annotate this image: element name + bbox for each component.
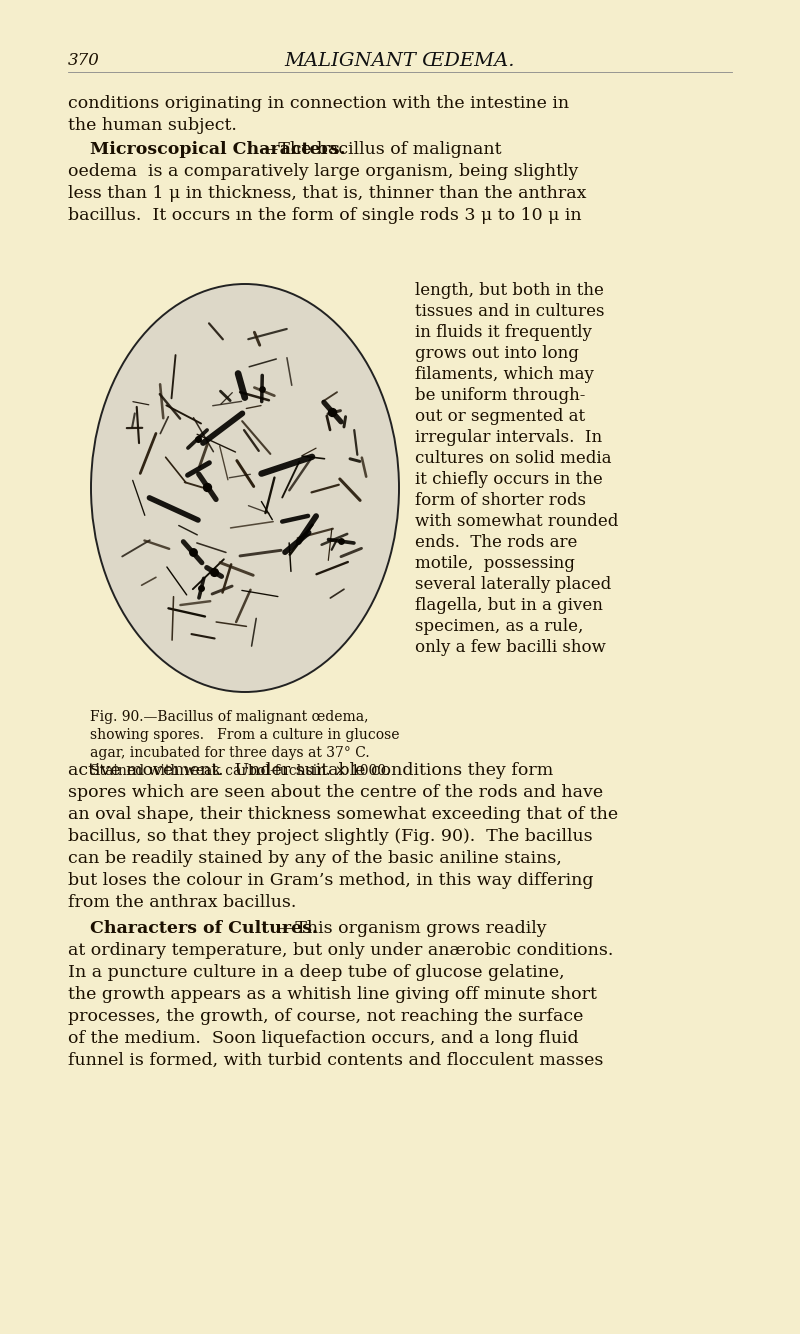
Text: Fig. 90.—Bacillus of malignant œdema,: Fig. 90.—Bacillus of malignant œdema, (90, 710, 369, 724)
Text: Microscopical Characters.: Microscopical Characters. (90, 141, 346, 157)
Text: —The bacillus of malignant: —The bacillus of malignant (261, 141, 502, 157)
Text: irregular intervals.  In: irregular intervals. In (415, 430, 602, 446)
Text: the human subject.: the human subject. (68, 117, 237, 133)
Text: specimen, as a rule,: specimen, as a rule, (415, 618, 583, 635)
Text: oedema  is a comparatively large organism, being slightly: oedema is a comparatively large organism… (68, 163, 578, 180)
Text: ends.  The rods are: ends. The rods are (415, 534, 578, 551)
Text: be uniform through-: be uniform through- (415, 387, 586, 404)
Text: motile,  possessing: motile, possessing (415, 555, 575, 572)
Text: spores which are seen about the centre of the rods and have: spores which are seen about the centre o… (68, 784, 603, 800)
Text: it chiefly occurs in the: it chiefly occurs in the (415, 471, 602, 488)
Text: bacillus.  It occurs ın the form of single rods 3 μ to 10 μ in: bacillus. It occurs ın the form of singl… (68, 207, 582, 224)
Text: with somewhat rounded: with somewhat rounded (415, 514, 618, 530)
Text: bacillus, so that they project slightly (Fig. 90).  The bacillus: bacillus, so that they project slightly … (68, 828, 593, 844)
Text: but loses the colour in Gram’s method, in this way differing: but loses the colour in Gram’s method, i… (68, 872, 594, 888)
Text: tissues and in cultures: tissues and in cultures (415, 303, 605, 320)
Text: flagella, but in a given: flagella, but in a given (415, 598, 603, 614)
Text: several laterally placed: several laterally placed (415, 576, 611, 594)
Text: Stained with weak carbol-fuchsin. × 1000.: Stained with weak carbol-fuchsin. × 1000… (90, 764, 390, 778)
Text: at ordinary temperature, but only under anærobic conditions.: at ordinary temperature, but only under … (68, 942, 614, 959)
Text: filaments, which may: filaments, which may (415, 366, 594, 383)
Text: —This organism grows readily: —This organism grows readily (278, 920, 546, 936)
Text: form of shorter rods: form of shorter rods (415, 492, 586, 510)
Text: processes, the growth, of course, not reaching the surface: processes, the growth, of course, not re… (68, 1009, 583, 1025)
Text: less than 1 μ in thickness, that is, thinner than the anthrax: less than 1 μ in thickness, that is, thi… (68, 185, 586, 201)
Text: from the anthrax bacillus.: from the anthrax bacillus. (68, 894, 296, 911)
Ellipse shape (91, 284, 399, 692)
Text: can be readily stained by any of the basic aniline stains,: can be readily stained by any of the bas… (68, 850, 562, 867)
Text: length, but both in the: length, but both in the (415, 281, 604, 299)
Text: active movement.  Under suitable conditions they form: active movement. Under suitable conditio… (68, 762, 554, 779)
Text: out or segmented at: out or segmented at (415, 408, 585, 426)
Text: 370: 370 (68, 52, 100, 69)
Text: in fluids it frequently: in fluids it frequently (415, 324, 592, 342)
Text: Characters of Cultures.: Characters of Cultures. (90, 920, 318, 936)
Text: cultures on solid media: cultures on solid media (415, 450, 611, 467)
Text: MALIGNANT ŒDEMA.: MALIGNANT ŒDEMA. (285, 52, 515, 69)
Text: In a puncture culture in a deep tube of glucose gelatine,: In a puncture culture in a deep tube of … (68, 964, 565, 980)
Text: showing spores.   From a culture in glucose: showing spores. From a culture in glucos… (90, 728, 399, 742)
Text: of the medium.  Soon liquefaction occurs, and a long fluid: of the medium. Soon liquefaction occurs,… (68, 1030, 578, 1047)
Text: grows out into long: grows out into long (415, 346, 579, 362)
Text: conditions originating in connection with the intestine in: conditions originating in connection wit… (68, 95, 569, 112)
Text: an oval shape, their thickness somewhat exceeding that of the: an oval shape, their thickness somewhat … (68, 806, 618, 823)
Text: funnel is formed, with turbid contents and flocculent masses: funnel is formed, with turbid contents a… (68, 1053, 603, 1069)
Text: the growth appears as a whitish line giving off minute short: the growth appears as a whitish line giv… (68, 986, 597, 1003)
Text: only a few bacilli show: only a few bacilli show (415, 639, 606, 656)
Text: agar, incubated for three days at 37° C.: agar, incubated for three days at 37° C. (90, 746, 370, 760)
